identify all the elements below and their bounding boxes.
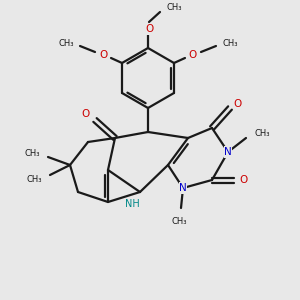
Text: CH₃: CH₃ [254,130,270,139]
Text: N: N [179,183,187,193]
Text: O: O [240,175,248,185]
Text: CH₃: CH₃ [26,175,42,184]
Text: NH: NH [124,199,140,209]
Text: O: O [145,24,153,34]
Text: O: O [99,50,107,60]
Text: CH₃: CH₃ [222,38,238,47]
Text: CH₃: CH₃ [171,218,187,226]
Text: N: N [224,147,232,157]
Text: O: O [81,109,89,119]
Text: O: O [234,99,242,109]
Text: CH₃: CH₃ [166,4,182,13]
Text: O: O [189,50,197,60]
Text: CH₃: CH₃ [58,38,74,47]
Text: CH₃: CH₃ [24,148,40,158]
